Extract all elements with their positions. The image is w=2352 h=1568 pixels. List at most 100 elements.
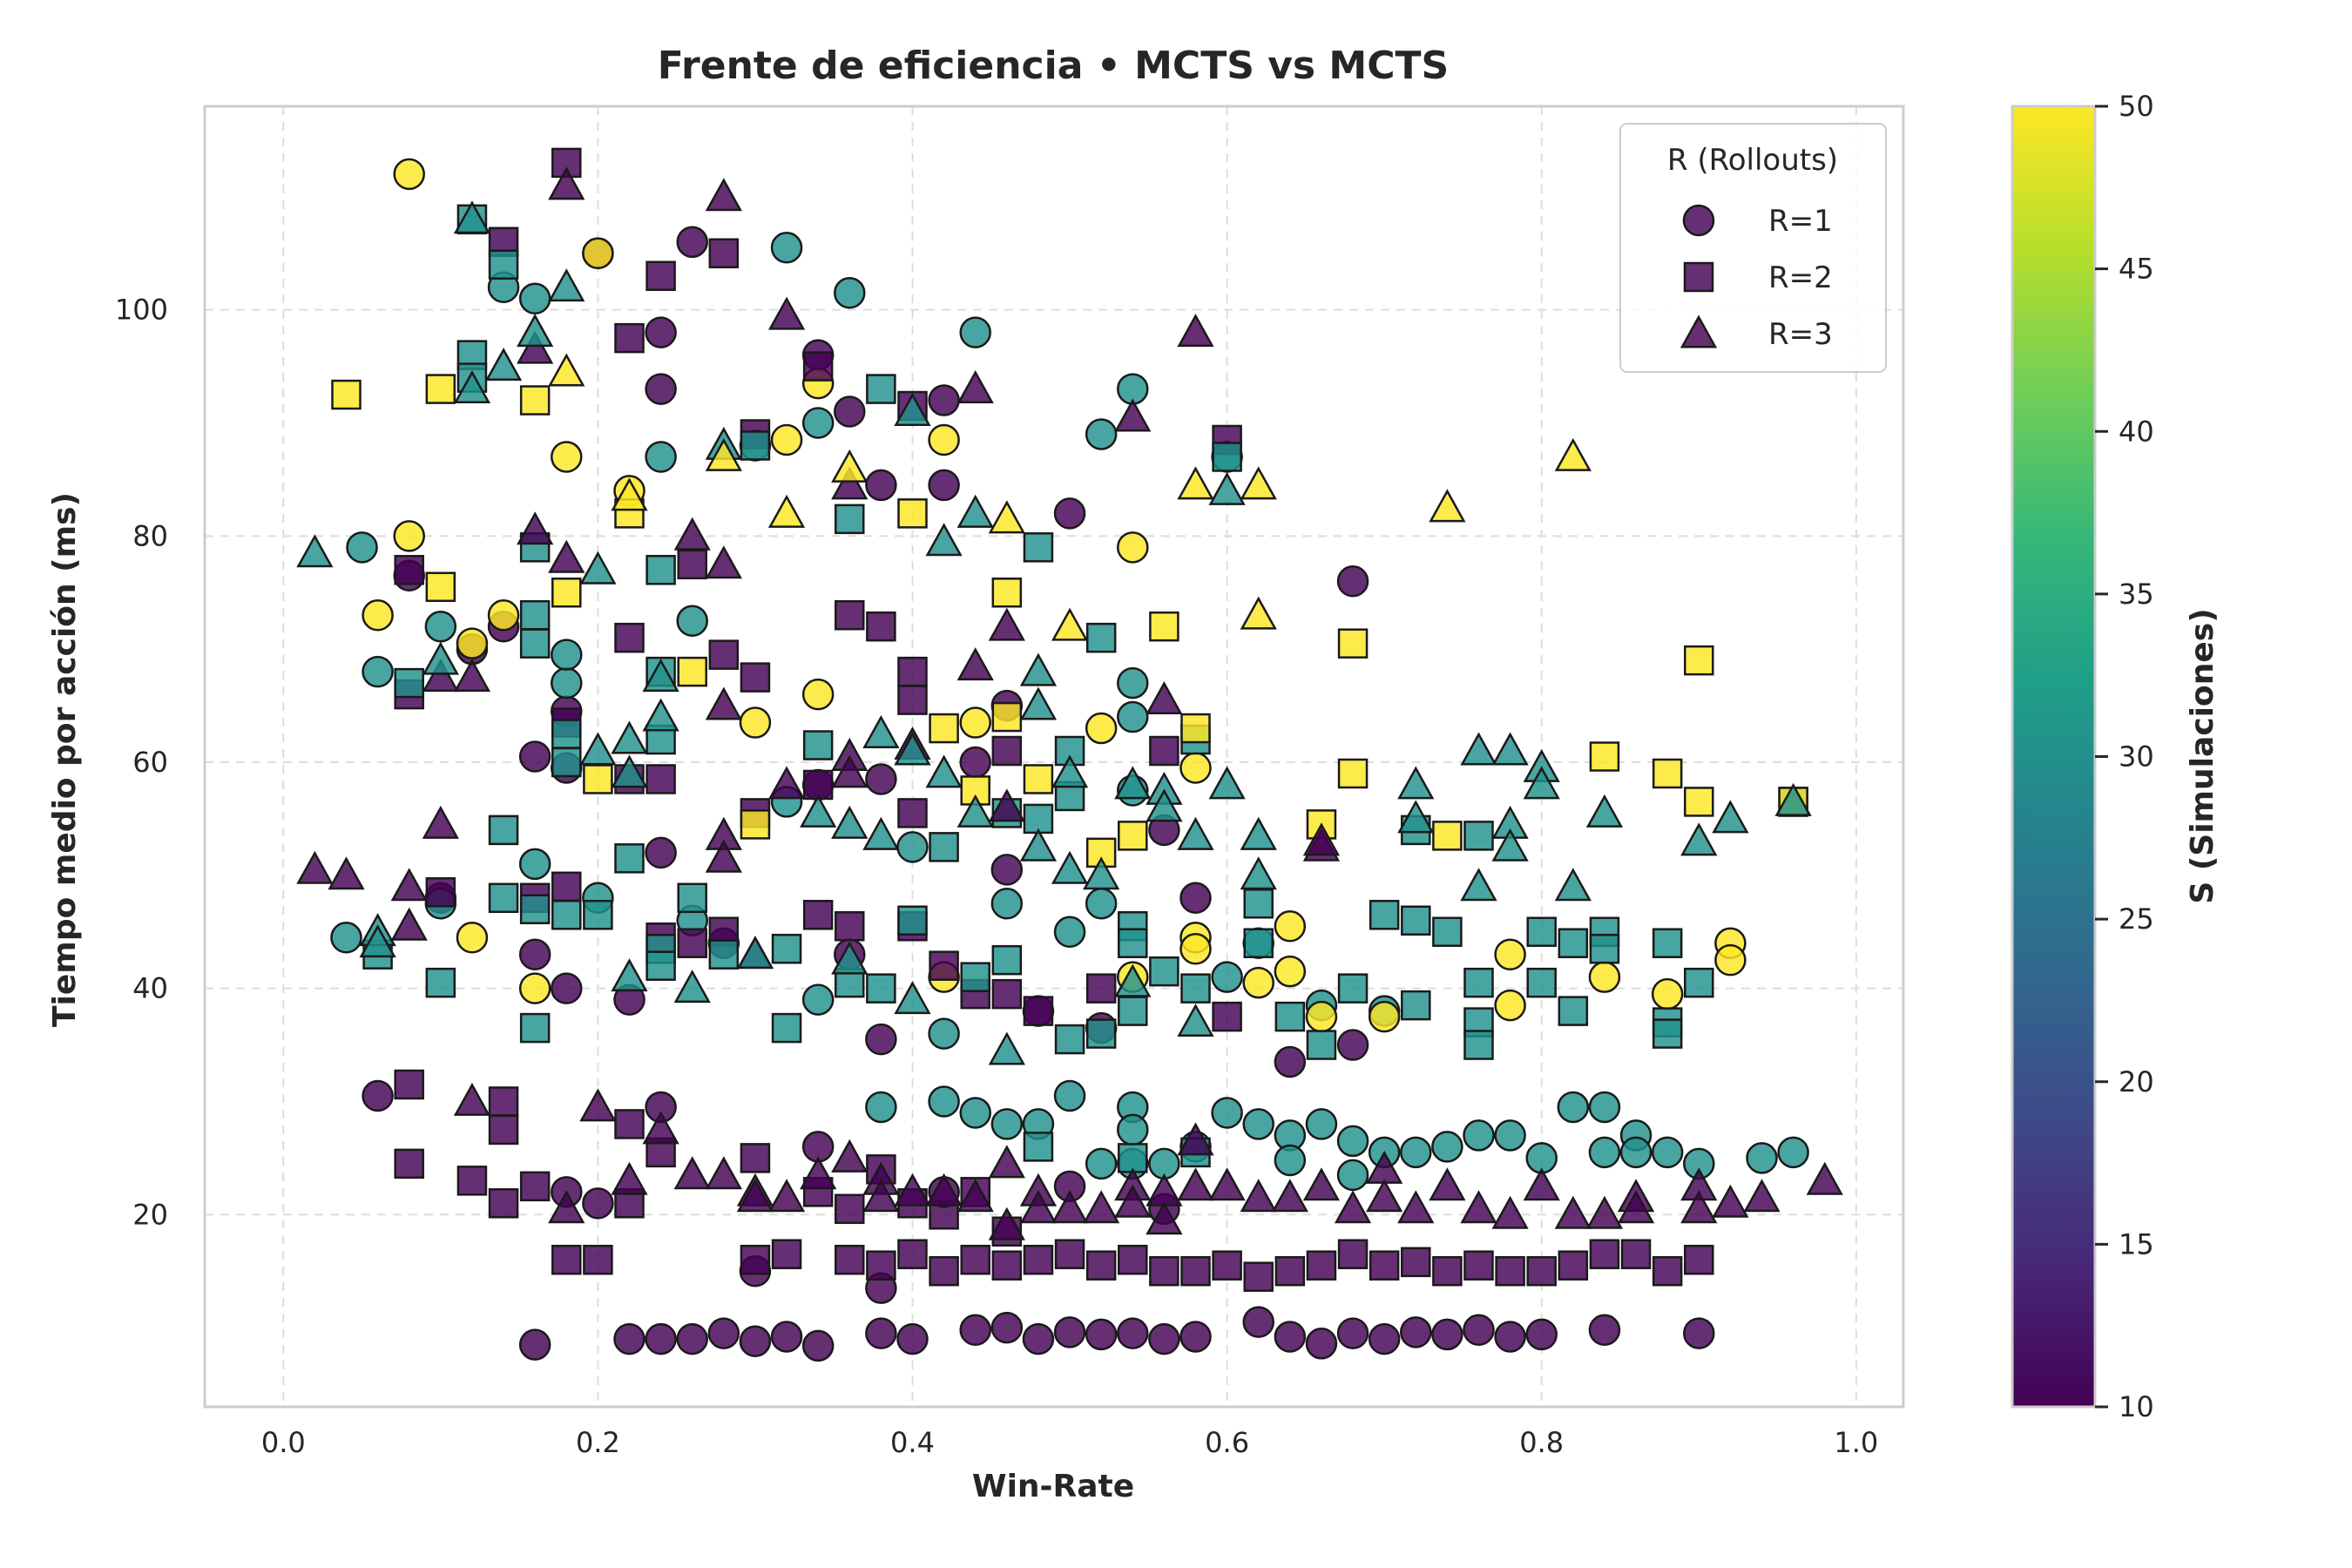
data-point-circle xyxy=(551,441,583,473)
data-point-triangle xyxy=(422,805,459,839)
colorbar-tick-label: 15 xyxy=(2119,1227,2154,1260)
data-point-square xyxy=(331,379,362,410)
data-point-triangle xyxy=(705,178,742,212)
legend-label-r1: R=1 xyxy=(1768,204,1833,239)
data-point-circle xyxy=(1494,938,1526,970)
data-point-circle xyxy=(1117,700,1149,733)
data-point-circle xyxy=(330,921,362,954)
data-point-circle xyxy=(928,1085,960,1118)
data-point-triangle xyxy=(1019,1190,1058,1224)
data-point-square xyxy=(488,249,519,280)
data-point-square xyxy=(488,1114,519,1146)
data-point-triangle xyxy=(956,794,994,828)
data-point-circle xyxy=(676,605,708,637)
data-point-square xyxy=(960,1244,990,1275)
data-point-circle xyxy=(1211,1097,1243,1129)
data-point-square xyxy=(1684,1244,1714,1275)
data-point-square xyxy=(551,719,582,749)
colorbar-tick-label: 40 xyxy=(2119,415,2154,448)
data-point-circle xyxy=(801,678,835,711)
data-point-triangle xyxy=(422,641,459,675)
legend-box xyxy=(1619,123,1887,373)
data-point-square xyxy=(1463,967,1494,998)
data-point-circle xyxy=(1053,1316,1086,1348)
data-point-square xyxy=(835,599,865,631)
data-point-circle xyxy=(959,706,991,739)
data-point-square xyxy=(1463,1030,1494,1060)
data-point-triangle xyxy=(548,166,585,200)
data-point-circle xyxy=(990,854,1024,886)
data-point-circle xyxy=(1148,1322,1180,1355)
data-point-triangle xyxy=(862,714,900,748)
plot-frame xyxy=(203,105,1905,1409)
data-point-square xyxy=(1369,1250,1400,1281)
data-point-triangle xyxy=(453,200,491,234)
data-point-triangle xyxy=(831,805,868,839)
data-point-square xyxy=(1463,821,1494,851)
data-point-triangle xyxy=(1114,963,1152,997)
data-point-square xyxy=(519,385,551,416)
data-point-triangle xyxy=(1051,754,1089,788)
colorbar-tick-label: 10 xyxy=(2119,1390,2154,1423)
data-point-circle xyxy=(645,441,677,473)
data-point-triangle xyxy=(1271,1179,1308,1213)
data-point-triangle xyxy=(1460,1190,1497,1224)
data-point-triangle xyxy=(925,754,963,788)
y-tick-label: 100 xyxy=(115,294,168,327)
data-point-circle xyxy=(551,666,583,700)
data-point-circle xyxy=(1588,1091,1621,1124)
data-point-triangle xyxy=(611,720,648,754)
data-point-triangle xyxy=(1523,1167,1560,1201)
data-point-triangle xyxy=(1366,1179,1403,1213)
data-point-square xyxy=(835,1193,865,1225)
data-point-circle xyxy=(645,373,677,405)
data-point-triangle xyxy=(548,539,585,573)
data-point-square xyxy=(614,322,645,354)
data-point-triangle xyxy=(1051,850,1089,884)
data-point-square xyxy=(1432,821,1463,851)
data-point-triangle xyxy=(1429,1167,1466,1201)
data-point-square xyxy=(1652,758,1683,789)
data-point-square xyxy=(835,1244,865,1275)
data-point-triangle xyxy=(359,924,396,958)
data-point-circle xyxy=(1557,1091,1590,1124)
data-point-circle xyxy=(770,232,803,264)
data-point-triangle xyxy=(611,477,648,511)
data-point-triangle xyxy=(1523,766,1560,800)
data-point-square xyxy=(740,809,771,840)
data-point-triangle xyxy=(1491,1195,1529,1229)
data-point-triangle xyxy=(894,732,931,766)
data-point-triangle xyxy=(1177,466,1214,500)
data-point-square xyxy=(1558,928,1589,958)
data-point-triangle xyxy=(1397,1190,1435,1224)
x-axis-label: Win-Rate xyxy=(972,1469,1134,1504)
data-point-circle xyxy=(551,639,583,671)
data-point-triangle xyxy=(800,794,837,828)
x-tick-label: 0.6 xyxy=(1205,1426,1249,1459)
data-point-circle xyxy=(1463,1314,1495,1346)
data-point-square xyxy=(1243,928,1274,958)
data-point-triangle xyxy=(611,754,648,788)
data-point-circle xyxy=(1651,1136,1684,1169)
data-point-circle xyxy=(928,469,960,502)
data-point-square xyxy=(897,905,928,936)
data-point-square xyxy=(740,1143,771,1173)
x-tick-labels: 0.0 0.2 0.4 0.6 0.8 1.0 xyxy=(261,1426,1878,1459)
data-point-square xyxy=(1149,956,1179,987)
data-point-triangle xyxy=(328,856,365,890)
data-point-triangle xyxy=(1680,822,1718,856)
data-point-square xyxy=(456,1166,488,1196)
data-point-triangle xyxy=(1712,1184,1749,1218)
data-point-circle xyxy=(613,1322,645,1355)
data-point-circle xyxy=(1274,909,1307,943)
legend-label-r2: R=2 xyxy=(1768,260,1833,295)
x-tick-label: 0.4 xyxy=(890,1426,935,1459)
data-point-triangle xyxy=(1240,856,1277,890)
data-point-square xyxy=(1085,973,1117,1004)
data-point-square xyxy=(551,900,582,930)
data-point-triangle xyxy=(673,970,711,1004)
data-point-triangle xyxy=(1554,437,1592,471)
data-point-triangle xyxy=(1177,816,1214,850)
data-point-triangle xyxy=(736,936,774,970)
data-point-square xyxy=(1306,1250,1337,1281)
